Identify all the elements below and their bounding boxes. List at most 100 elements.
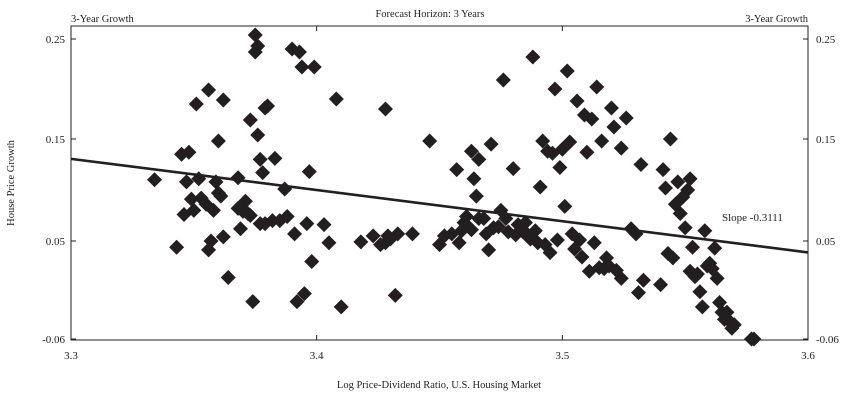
y-tick-label-left: 0.15 [46, 134, 66, 146]
data-point [291, 44, 307, 60]
data-point [316, 217, 332, 233]
data-point [726, 317, 742, 333]
data-point [746, 331, 762, 347]
data-point [215, 229, 231, 245]
data-point [321, 235, 337, 251]
data-point [483, 136, 499, 152]
data-point [572, 232, 588, 248]
data-point [213, 188, 229, 204]
data-point [328, 91, 344, 107]
x-tick-label: 3.6 [801, 350, 815, 362]
data-point [260, 98, 276, 114]
data-point [670, 174, 686, 190]
data-point [245, 294, 261, 310]
corner-label-left: 3-Year Growth [71, 14, 135, 25]
data-point [709, 270, 725, 286]
y-tick-label-right: 0.25 [816, 34, 836, 46]
x-tick-label: 3.5 [555, 350, 569, 362]
data-point [181, 144, 197, 160]
corner-label-right: 3-Year Growth [745, 14, 809, 25]
data-point [549, 232, 565, 248]
data-point [242, 112, 258, 128]
data-point [463, 222, 479, 238]
data-point [289, 294, 305, 310]
data-point [299, 216, 315, 232]
data-point [525, 49, 541, 65]
data-point [586, 235, 602, 251]
data-point [233, 221, 249, 237]
data-point [665, 250, 681, 266]
data-point [500, 224, 516, 240]
data-point [471, 151, 487, 167]
data-point [277, 181, 293, 197]
trend-line-label: Slope -0.3111 [722, 212, 783, 224]
x-tick-label: 3.3 [64, 350, 78, 362]
data-point [468, 188, 484, 204]
data-point [250, 127, 266, 143]
data-point [301, 164, 317, 180]
data-point [294, 59, 310, 75]
data-point [552, 160, 568, 176]
data-point [287, 226, 303, 242]
data-point [404, 226, 420, 242]
data-point [252, 151, 268, 167]
data-point [169, 239, 185, 255]
data-point [505, 161, 521, 177]
data-point [517, 215, 533, 231]
data-point [694, 299, 710, 315]
data-point [377, 101, 393, 117]
y-tick-label-right: 0.15 [816, 134, 836, 146]
data-point [697, 223, 713, 239]
y-tick-label-right: 0.05 [816, 236, 836, 248]
data-point [685, 239, 701, 255]
chart-title: Forecast Horizon: 3 Years [375, 9, 484, 20]
data-point [247, 27, 263, 43]
data-point [653, 277, 669, 293]
data-point [186, 202, 202, 218]
data-point [589, 79, 605, 95]
data-point [495, 72, 511, 88]
data-point [532, 179, 548, 195]
data-point [306, 59, 322, 75]
data-point [466, 171, 482, 187]
data-point [242, 208, 258, 223]
data-point [635, 272, 651, 288]
data-point [449, 162, 465, 178]
data-point [535, 133, 551, 149]
data-point [547, 81, 563, 97]
data-point [680, 182, 696, 198]
data-point [178, 174, 194, 190]
data-point [707, 240, 723, 256]
data-point [603, 100, 619, 116]
data-point [476, 211, 492, 227]
data-point [658, 180, 674, 196]
data-point [655, 162, 671, 178]
data-point [481, 242, 497, 258]
data-point [613, 270, 629, 286]
data-point [689, 266, 705, 282]
data-point [353, 234, 369, 250]
data-point [579, 144, 595, 160]
data-point [333, 299, 349, 315]
data-point [188, 96, 204, 112]
data-point [557, 198, 573, 214]
y-tick-label-left: 0.05 [46, 236, 66, 248]
data-point [463, 143, 479, 159]
data-point [584, 111, 600, 127]
data-point [255, 165, 271, 181]
data-point [422, 133, 438, 149]
data-point [692, 284, 708, 300]
data-point [682, 171, 698, 187]
data-point [230, 170, 246, 186]
y-tick-label-left: 0.25 [46, 34, 66, 46]
data-point [203, 233, 219, 249]
data-point [613, 140, 629, 156]
data-point [237, 193, 253, 209]
data-point [220, 270, 236, 286]
data-point [527, 223, 543, 239]
data-point [662, 131, 678, 147]
data-point [304, 253, 320, 269]
y-tick-label-left: -0.06 [42, 334, 65, 346]
data-point [387, 287, 403, 303]
data-point [559, 63, 575, 79]
